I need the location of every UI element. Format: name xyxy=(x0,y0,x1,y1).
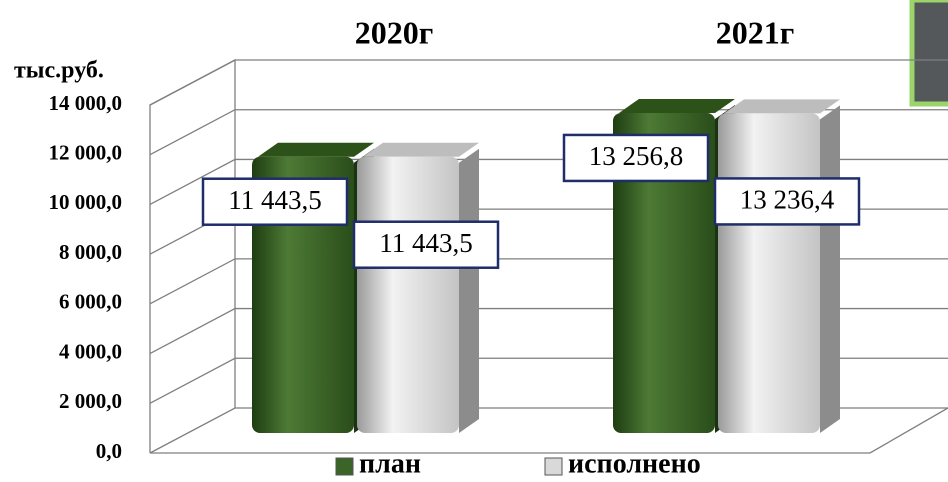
corner-image xyxy=(912,0,948,104)
category-label: 2021г xyxy=(716,14,795,50)
bar-top xyxy=(724,99,840,113)
category-label: 2020г xyxy=(355,14,434,50)
y-tick-label: 6 000,0 xyxy=(59,290,122,314)
value-label: 11 443,5 xyxy=(228,185,322,215)
legend-label: исполнено xyxy=(568,448,701,479)
value-label: 11 443,5 xyxy=(379,228,473,258)
y-tick-label: 10 000,0 xyxy=(49,190,123,214)
legend-swatch xyxy=(545,458,562,475)
bar-top xyxy=(619,99,735,113)
y-tick-label: 0,0 xyxy=(96,439,122,463)
y-tick-label: 12 000,0 xyxy=(49,141,123,165)
y-axis-label: тыс.руб. xyxy=(14,58,104,84)
bar-top xyxy=(363,143,479,157)
chart: тыс.руб. 0,0 2 000,0 4 000,0 6 000,0 8 000,0… xyxy=(0,0,948,482)
legend-label: план xyxy=(359,448,421,479)
y-tick-label: 2 000,0 xyxy=(59,389,122,413)
y-tick-label: 14 000,0 xyxy=(49,91,123,115)
value-label: 13 256,8 xyxy=(589,141,684,171)
bar xyxy=(718,113,820,433)
legend-swatch xyxy=(336,458,353,475)
y-tick-label: 4 000,0 xyxy=(59,339,122,363)
grid-line xyxy=(150,60,948,105)
bar-side xyxy=(459,149,479,433)
bar-side xyxy=(820,105,840,433)
bar xyxy=(357,157,459,433)
value-label: 13 236,4 xyxy=(740,185,835,215)
bar-top xyxy=(258,143,374,157)
y-tick-label: 8 000,0 xyxy=(59,240,122,264)
axis xyxy=(150,60,235,453)
